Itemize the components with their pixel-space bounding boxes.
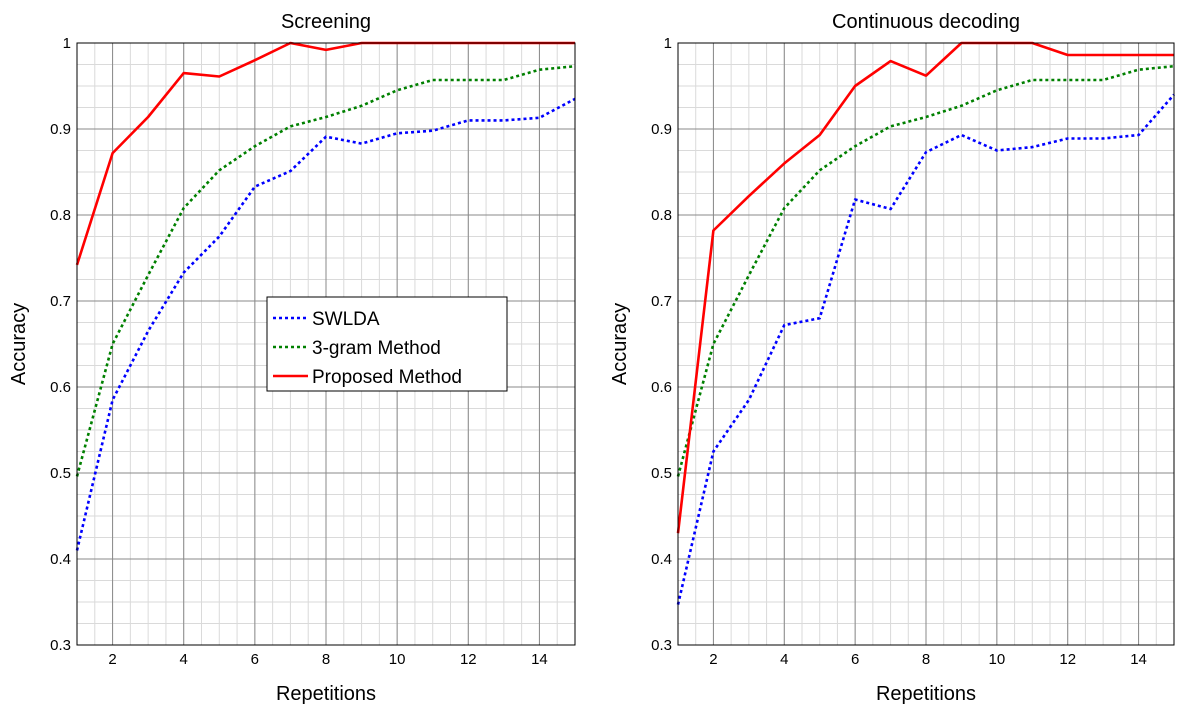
x-tick-label: 8 [322,651,330,668]
y-tick-label: 0.6 [651,379,672,396]
x-tick-label: 2 [108,651,116,668]
x-tick-label: 14 [1130,651,1147,668]
y-tick-label: 0.7 [50,293,71,310]
x-tick-label: 4 [180,651,188,668]
legend-label-proposed: Proposed Method [312,367,462,388]
x-tick-label: 10 [389,651,406,668]
x-tick-label: 6 [851,651,859,668]
y-tick-label: 0.7 [651,293,672,310]
series-lines [676,41,1175,605]
y-tick-label: 1 [63,35,71,52]
y-tick-label: 0.4 [651,551,672,568]
series-line-swlda [75,97,576,551]
plot-frame [76,42,576,646]
y-tick-label: 0.8 [651,207,672,224]
x-tick-label: 12 [1059,651,1076,668]
x-tick-label: 8 [922,651,930,668]
chart-title: Screening [281,11,371,33]
plot-frame [677,42,1175,646]
y-tick-label: 0.9 [651,121,672,138]
y-tick-label: 0.5 [50,465,71,482]
axis-ticks: 2 4 6 8 10 12 14 0.3 0.4 0.5 0.6 0.7 0.8 0.9 1 [50,35,548,668]
y-tick-label: 0.4 [50,551,71,568]
chart-panel-screening: 2 4 6 8 10 12 14 0.3 0.4 0.5 0.6 0.7 0.8 0.9 1 Screeni… [8,11,576,705]
y-axis-label: Accuracy [8,303,30,385]
x-tick-label: 6 [251,651,259,668]
y-tick-label: 1 [664,35,672,52]
x-axis-label: Repetitions [276,683,376,705]
legend-label-swlda: SWLDA [312,309,380,330]
x-tick-label: 12 [460,651,477,668]
y-axis-label: Accuracy [609,303,631,385]
y-tick-label: 0.5 [651,465,672,482]
axis-ticks: 2 4 6 8 10 12 14 0.3 0.4 0.5 0.6 0.7 0.8 0.9 1 [651,35,1147,668]
series-line-3-gram-method [75,64,576,477]
y-tick-label: 0.6 [50,379,71,396]
x-axis-label: Repetitions [876,683,976,705]
x-tick-label: 14 [531,651,548,668]
y-tick-label: 0.9 [50,121,71,138]
legend-label-3gram: 3-gram Method [312,338,441,359]
x-tick-label: 2 [709,651,717,668]
series-line-3-gram-method [676,64,1175,477]
y-tick-label: 0.3 [50,637,71,654]
series-line-proposed-method [676,41,1174,534]
y-tick-label: 0.8 [50,207,71,224]
series-line-swlda [676,93,1175,605]
y-tick-label: 0.3 [651,637,672,654]
chart-title: Continuous decoding [832,11,1020,33]
legend: SWLDA 3-gram Method Proposed Method [266,296,508,392]
chart-panel-continuous-decoding: 2 4 6 8 10 12 14 0.3 0.4 0.5 0.6 0.7 0.8 0.9 1 Continu… [609,11,1175,705]
x-tick-label: 10 [989,651,1006,668]
x-tick-label: 4 [780,651,788,668]
